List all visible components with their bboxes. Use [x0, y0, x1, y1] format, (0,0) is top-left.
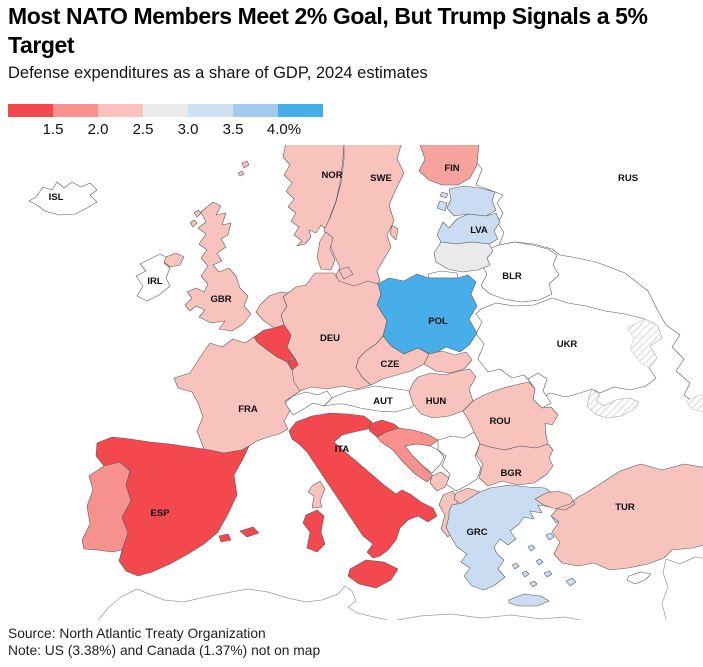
legend-swatch-3 — [98, 104, 143, 117]
country-slovenia — [368, 419, 400, 438]
label-hun: HUN — [426, 396, 447, 407]
legend-tick: 2.0 — [87, 121, 109, 138]
country-estonia — [436, 185, 497, 217]
label-lva: LVA — [470, 225, 488, 236]
region-crimea-hatch — [586, 388, 640, 419]
label-irl: IRL — [147, 276, 163, 287]
country-italy — [288, 412, 438, 589]
label-swe: SWE — [370, 173, 392, 184]
africa-coastline — [97, 585, 582, 620]
label-deu: DEU — [320, 333, 340, 344]
region-edge-hatch — [685, 394, 703, 413]
legend-color-bar — [8, 104, 323, 117]
label-ukr: UKR — [557, 339, 578, 350]
label-fin: FIN — [444, 163, 459, 174]
country-portugal — [81, 461, 132, 553]
label-ita: ITA — [335, 444, 350, 455]
europe-choropleth-map: ISL IRL GBR NOR SWE FIN RUS LVA BLR POL … — [0, 145, 703, 620]
country-turkey — [534, 463, 703, 571]
legend-tick: 3.5 — [222, 121, 244, 138]
syria-border-line — [665, 556, 703, 565]
label-cze: CZE — [381, 359, 400, 370]
country-lithuania — [433, 241, 494, 273]
legend-swatch-6 — [233, 104, 278, 117]
label-bgr: BGR — [500, 468, 521, 479]
label-isl: ISL — [49, 192, 64, 203]
color-scale-legend: 1.5 2.0 2.5 3.0 3.5 4.0% — [8, 104, 328, 140]
country-austria — [323, 385, 421, 413]
map-canvas: ISL IRL GBR NOR SWE FIN RUS LVA BLR POL … — [0, 145, 703, 620]
country-iceland — [28, 181, 98, 216]
country-poland — [376, 273, 478, 356]
label-esp: ESP — [150, 508, 170, 519]
label-aut: AUT — [373, 396, 393, 407]
country-cyprus — [626, 571, 652, 585]
legend-swatch-5 — [188, 104, 233, 117]
footer: Source: North Atlantic Treaty Organizati… — [8, 626, 320, 659]
label-pol: POL — [428, 316, 448, 327]
legend-tick: 3.0 — [177, 121, 199, 138]
label-rus: RUS — [618, 173, 638, 184]
country-ukraine — [475, 297, 663, 401]
label-tur: TUR — [615, 502, 635, 513]
country-ireland — [135, 253, 171, 302]
label-blr: BLR — [502, 271, 522, 282]
label-gbr: GBR — [210, 294, 231, 305]
country-spain — [95, 436, 260, 577]
legend-swatch-4 — [143, 104, 188, 117]
legend-swatch-7 — [278, 104, 323, 117]
label-fra: FRA — [238, 404, 258, 415]
legend-tick: 1.5 — [42, 121, 64, 138]
page-title: Most NATO Members Meet 2% Goal, But Trum… — [8, 3, 648, 59]
label-rou: ROU — [489, 416, 510, 427]
region-kaliningrad — [427, 270, 459, 279]
country-belarus — [479, 241, 560, 303]
country-finland — [418, 145, 480, 186]
country-bosnia — [404, 443, 445, 474]
country-latvia — [436, 212, 501, 245]
legend-tick: 2.5 — [132, 121, 154, 138]
legend-swatch-2 — [53, 104, 98, 117]
levant-coastline — [661, 558, 669, 620]
label-nor: NOR — [321, 170, 342, 181]
source-line: Source: North Atlantic Treaty Organizati… — [8, 626, 266, 641]
country-netherlands — [255, 291, 289, 329]
country-slovakia — [423, 350, 473, 374]
country-bulgaria — [475, 443, 554, 487]
country-rus — [473, 145, 703, 406]
legend-swatch-1 — [8, 104, 53, 117]
chart-subtitle: Defense expenditures as a share of GDP, … — [8, 64, 428, 82]
note-line: Note: US (3.38%) and Canada (1.37%) not … — [8, 642, 321, 658]
label-grc: GRC — [466, 527, 487, 538]
region-donbas-hatch — [626, 318, 663, 369]
country-serbia — [437, 431, 482, 492]
country-united-kingdom — [163, 160, 252, 332]
country-montenegro — [429, 471, 450, 492]
legend-tick: 4.0% — [266, 121, 302, 138]
